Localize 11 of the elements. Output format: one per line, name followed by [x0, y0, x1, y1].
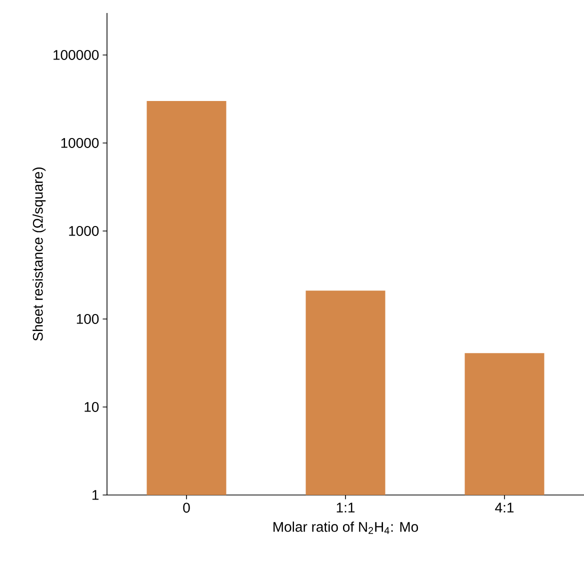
x-tick-label: 0 — [183, 502, 190, 513]
y-tick-label: 10 — [84, 402, 99, 412]
y-tick-label: 100 — [76, 314, 99, 324]
y-tick-label: 10000 — [61, 138, 99, 148]
y-tick-label: 1000 — [69, 226, 99, 236]
x-tick-label: 1:1 — [336, 502, 355, 512]
x-axis-title: Molar ratio of N$_{2}$H$_{4}$: Mo — [274, 522, 418, 534]
y-tick-label: 1 — [92, 490, 99, 500]
y-tick-label: 100000 — [54, 50, 99, 60]
x-tick-label: 4:1 — [495, 502, 514, 512]
y-axis-title: Sheet resistance (Ω/square) — [32, 168, 46, 341]
